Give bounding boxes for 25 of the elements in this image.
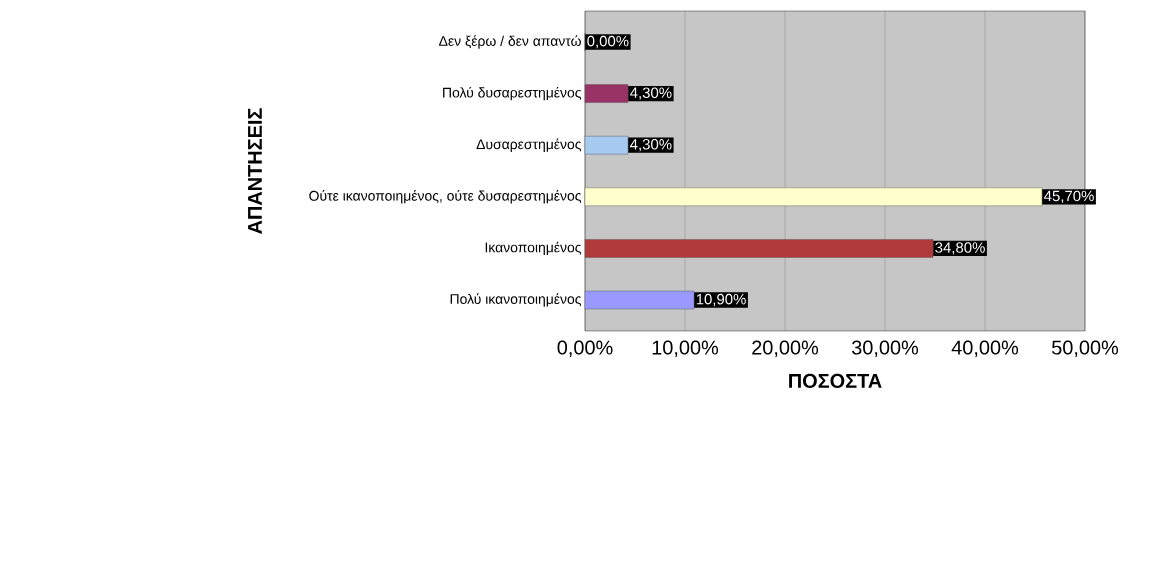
y-tick-label: Δυσαρεστημένος: [476, 138, 582, 152]
data-label: 34,80%: [935, 242, 985, 255]
x-tick-label: 40,00%: [951, 340, 1019, 357]
data-label: 45,70%: [1044, 190, 1094, 203]
data-label: 0,00%: [587, 35, 629, 49]
bar: [584, 136, 629, 155]
x-tick-label: 0,00%: [557, 340, 613, 357]
y-tick-label: Ικανοποιημένος: [485, 241, 582, 256]
x-tick-label: 20,00%: [752, 340, 819, 357]
y-axis-title: ΑΠΑΝΤΗΣΕΙΣ: [248, 108, 262, 234]
x-tick-label: 10,00%: [652, 340, 719, 357]
y-tick-label: Πολύ δυσαρεστημένος: [443, 86, 582, 101]
data-label: 4,30%: [630, 87, 672, 100]
bar: [584, 239, 934, 258]
y-tick-label: Πολύ ικανοποιημένος: [450, 293, 582, 307]
bar: [584, 290, 695, 310]
x-tick-label: 30,00%: [851, 340, 919, 357]
x-tick-label: 50,00%: [1052, 340, 1119, 357]
y-tick-label: Δεν ξέρω / δεν απαντώ: [439, 35, 581, 49]
data-label: 4,30%: [630, 139, 672, 152]
bar: [584, 187, 1043, 207]
data-label: 10,90%: [696, 293, 746, 307]
x-axis-title: ΠΟΣΟΣΤΑ: [789, 373, 882, 388]
y-tick-label: Ούτε ικανοποιημένος, ούτε δυσαρεστημένος: [309, 190, 582, 204]
bar: [584, 84, 629, 103]
